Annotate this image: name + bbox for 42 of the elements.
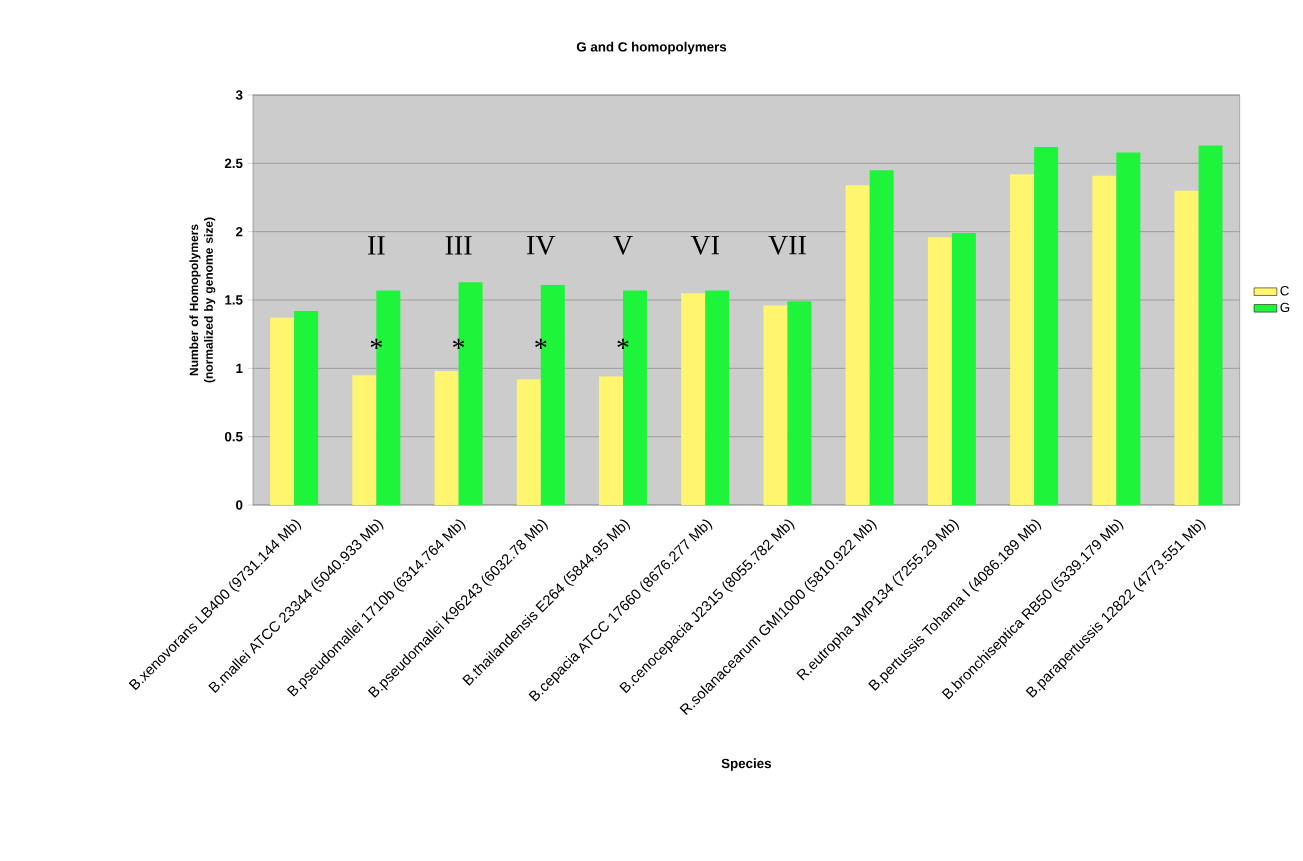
bar bbox=[1198, 145, 1223, 505]
bar bbox=[787, 301, 812, 505]
y-tick-label: 1 bbox=[236, 363, 243, 373]
bar bbox=[1010, 174, 1035, 505]
bar bbox=[599, 376, 623, 505]
legend-label: C bbox=[1280, 286, 1289, 296]
bar bbox=[1034, 146, 1059, 505]
annotation: VII bbox=[768, 235, 806, 255]
bar bbox=[927, 237, 952, 505]
annotation: III bbox=[445, 236, 472, 255]
y-axis-title: Number of Homopolymers (normalized by genome size) bbox=[189, 217, 216, 383]
chart-title: G and C homopolymers bbox=[576, 41, 727, 55]
annotation: II bbox=[368, 236, 385, 255]
bar bbox=[763, 305, 788, 505]
legend-label: G bbox=[1280, 302, 1290, 313]
bar bbox=[294, 310, 319, 505]
annotation: V bbox=[613, 235, 633, 255]
y-tick-label: 0.5 bbox=[224, 431, 243, 442]
y-tick-label: 3 bbox=[235, 90, 243, 100]
bar bbox=[434, 371, 459, 505]
bar bbox=[845, 185, 870, 505]
x-axis-title: Species bbox=[721, 758, 771, 771]
bar bbox=[352, 375, 377, 505]
annotation: VI bbox=[690, 235, 720, 255]
bar bbox=[1092, 175, 1117, 505]
annotation: * bbox=[535, 338, 547, 349]
y-tick-label: 2 bbox=[236, 227, 243, 237]
bar bbox=[951, 233, 976, 505]
annotation: * bbox=[617, 338, 629, 349]
y-tick-label: 0 bbox=[236, 500, 243, 510]
y-tick-label: 2.5 bbox=[224, 158, 243, 169]
annotation: * bbox=[452, 338, 465, 349]
annotation: * bbox=[370, 338, 382, 349]
y-tick-label: 1.5 bbox=[225, 295, 243, 305]
bar bbox=[681, 293, 706, 505]
bar bbox=[270, 317, 295, 505]
bar bbox=[1174, 190, 1199, 505]
bar bbox=[869, 170, 894, 505]
bar bbox=[705, 290, 730, 505]
bar bbox=[1116, 152, 1141, 505]
annotation: IV bbox=[527, 235, 556, 255]
bar bbox=[516, 379, 541, 505]
